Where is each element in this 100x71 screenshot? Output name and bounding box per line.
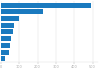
Bar xyxy=(1,16,19,21)
Bar xyxy=(1,36,11,41)
Bar xyxy=(1,9,43,14)
Bar xyxy=(1,3,91,8)
Bar xyxy=(1,23,14,28)
Bar xyxy=(1,43,10,48)
Bar xyxy=(1,29,12,34)
Bar xyxy=(1,56,5,61)
Bar xyxy=(1,50,9,55)
